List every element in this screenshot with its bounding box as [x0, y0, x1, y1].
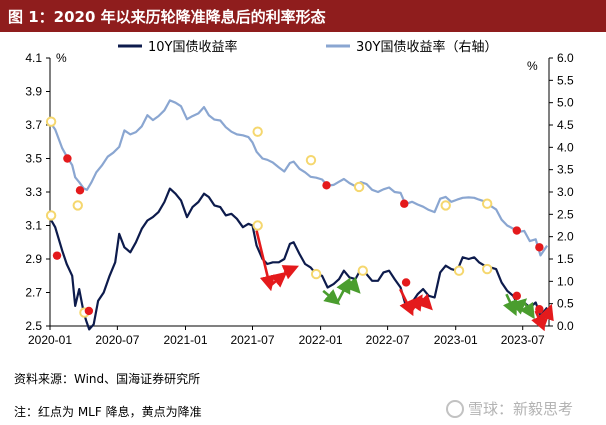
x-tick-label: 2021-07	[230, 333, 274, 347]
left-tick-label: 3.7	[25, 118, 42, 132]
left-tick-label: 3.3	[25, 185, 42, 199]
mlf-cut-marker	[535, 243, 544, 252]
mlf-cut-marker	[401, 278, 411, 287]
trend-arrow-up	[281, 265, 299, 280]
series-line-10y	[49, 187, 548, 331]
left-tick-label: 2.5	[25, 319, 42, 333]
left-unit-label: %	[56, 51, 67, 65]
title-bar: 图 1：2020 年以来历轮降准降息后的利率形态	[0, 0, 606, 32]
rrr-cut-marker	[45, 116, 57, 127]
marker-note: 注：红点为 MLF 降息，黄点为降准	[14, 405, 202, 419]
right-tick-label: 1.5	[557, 252, 574, 266]
trend-arrow-down	[344, 276, 361, 294]
left-tick-label: 3.1	[25, 219, 42, 233]
right-tick-label: 2.0	[557, 230, 574, 244]
legend-label-30y: 30Y国债收益率（右轴）	[356, 39, 497, 55]
right-tick-label: 2.5	[557, 207, 574, 221]
x-tick-label: 2021-01	[163, 333, 207, 347]
x-tick-label: 2023-07	[501, 333, 545, 347]
rrr-cut-marker	[353, 181, 365, 193]
trend-arrow-down	[416, 293, 433, 311]
trend-arrow-down	[255, 230, 276, 292]
mlf-cut-marker	[52, 251, 62, 260]
mlf-cut-marker	[400, 199, 409, 208]
right-tick-label: 0.5	[557, 297, 574, 311]
x-tick-label: 2022-01	[299, 333, 343, 347]
right-tick-label: 1.0	[557, 274, 574, 288]
right-unit-label: %	[527, 59, 538, 73]
source-note: 资料来源：Wind、国海证券研究所	[14, 372, 201, 386]
rrr-cut-marker	[481, 198, 493, 209]
rrr-cut-marker	[310, 268, 322, 280]
rrr-cut-marker	[453, 265, 465, 276]
right-tick-label: 5.0	[557, 96, 574, 110]
trend-arrow-up	[539, 303, 554, 329]
right-tick-label: 6.0	[557, 51, 574, 65]
rrr-cut-marker	[72, 200, 83, 211]
trend-arrow-down	[519, 301, 535, 320]
watermark-text: 雪球：新毅思考	[468, 400, 574, 418]
watermark: 雪球：新毅思考	[446, 398, 573, 419]
left-tick-label: 2.7	[25, 286, 42, 300]
left-tick-label: 3.9	[25, 85, 42, 99]
left-tick-label: 2.9	[25, 252, 42, 266]
right-tick-label: 4.5	[557, 118, 574, 132]
chart-title: 图 1：2020 年以来历轮降准降息后的利率形态	[8, 8, 326, 26]
mlf-cut-marker	[512, 226, 521, 235]
trend-arrow-up	[336, 277, 351, 304]
rrr-cut-marker	[481, 263, 493, 275]
right-tick-label: 4.0	[557, 140, 574, 154]
mlf-cut-marker	[322, 181, 331, 190]
rrr-cut-marker	[305, 154, 317, 166]
mlf-cut-marker	[75, 186, 85, 195]
trend-arrow-down	[399, 288, 414, 317]
x-tick-label: 2020-01	[28, 333, 72, 347]
left-tick-label: 3.5	[25, 152, 42, 166]
rrr-cut-marker	[252, 126, 263, 137]
right-tick-label: 3.5	[557, 163, 574, 177]
right-tick-label: 3.0	[557, 185, 574, 199]
x-tick-label: 2022-07	[366, 333, 410, 347]
legend-label-10y: 10Y国债收益率	[148, 39, 237, 55]
right-tick-label: 0.0	[557, 319, 574, 333]
xueqiu-logo-icon	[446, 400, 464, 418]
mlf-cut-marker	[84, 306, 94, 316]
mlf-cut-marker	[535, 305, 544, 314]
x-tick-label: 2020-07	[95, 333, 139, 347]
x-tick-label: 2023-01	[434, 333, 478, 347]
trend-arrow-down	[322, 289, 341, 306]
rrr-cut-marker	[440, 200, 451, 211]
mlf-cut-marker	[512, 291, 521, 301]
rrr-cut-marker	[357, 265, 369, 276]
chart-area: 2.5 2.7 2.9 3.1 3.3 3.5 3.7 3.9 4.1 0.0 0.5 1.0 1.5 2…	[25, 39, 574, 347]
left-tick-label: 4.1	[25, 51, 42, 65]
series-line-30y	[49, 99, 549, 257]
mlf-cut-marker	[63, 154, 72, 163]
trend-arrow-up	[269, 271, 288, 288]
right-tick-label: 5.5	[557, 73, 574, 87]
rrr-cut-marker	[252, 220, 263, 231]
rrr-cut-marker	[45, 210, 57, 221]
